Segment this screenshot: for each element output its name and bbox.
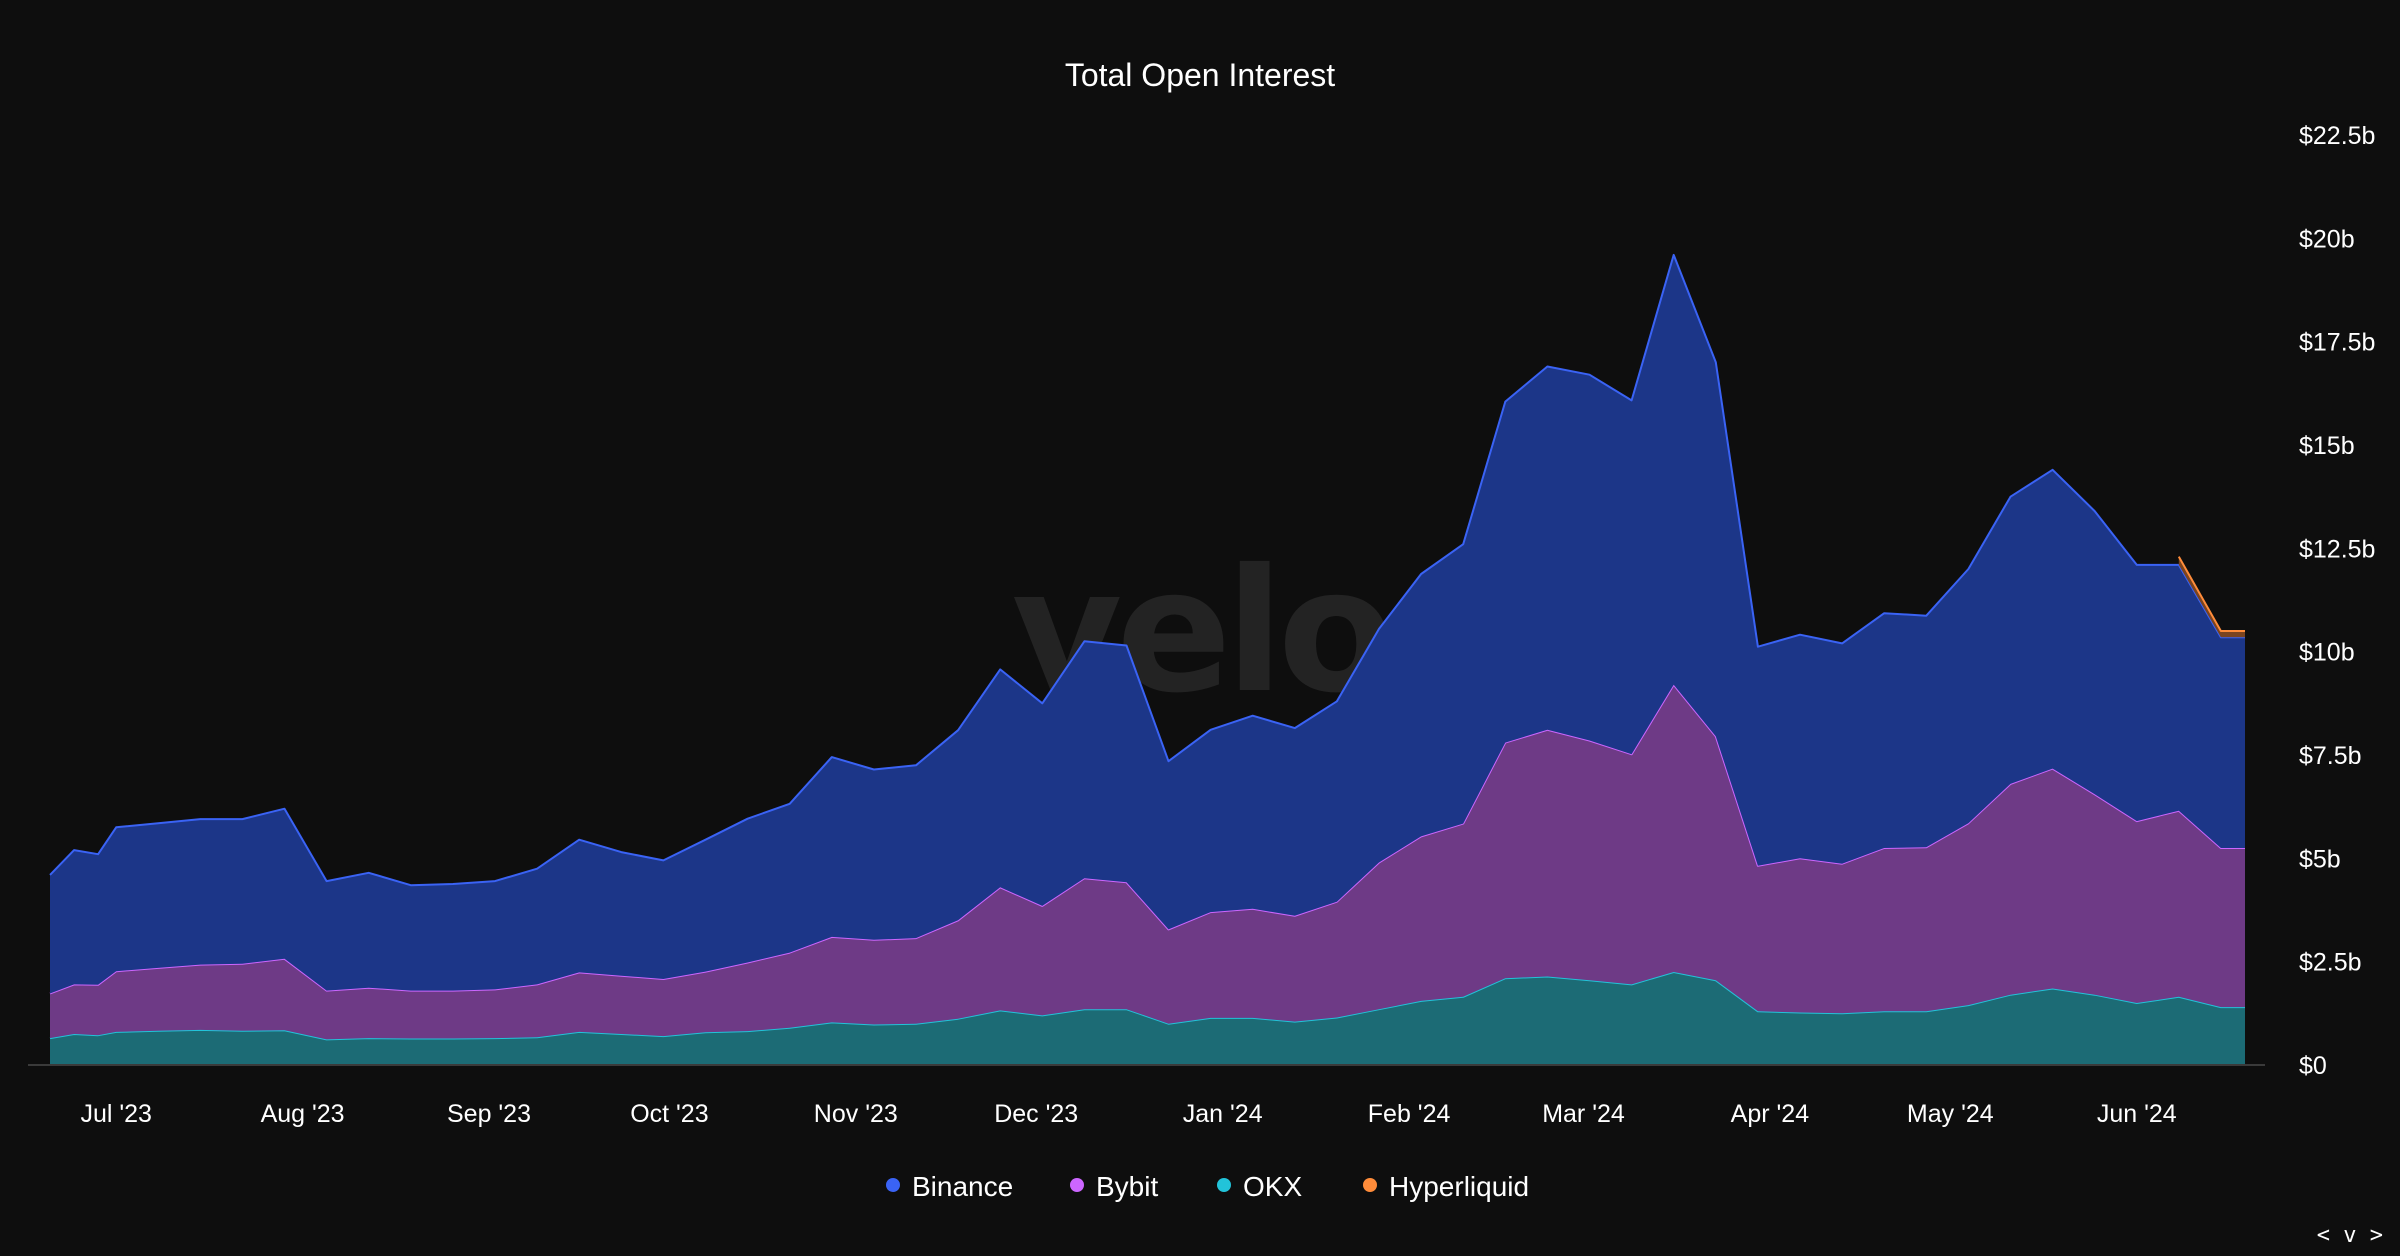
line-binance xyxy=(49,253,2245,887)
y-tick-label: $10b xyxy=(2299,639,2355,667)
y-tick-label: $7.5b xyxy=(2299,742,2362,770)
y-tick-label: $0 xyxy=(2299,1052,2327,1080)
x-axis-ticks: Jul '23 Aug '23 Sep '23 Oct '23 Nov '23 Dec '… xyxy=(80,1100,2176,1128)
x-tick-label: May '24 xyxy=(1907,1100,1994,1128)
legend-item-okx[interactable]: OKX xyxy=(1217,1171,1302,1202)
x-tick-label: Jan '24 xyxy=(1183,1100,1263,1128)
x-tick-label: Mar '24 xyxy=(1542,1100,1625,1128)
y-axis-ticks: $0 $2.5b $5b $7.5b $10b $12.5b $15b $17.5b $20b $… xyxy=(2299,122,2375,1080)
legend-label: Bybit xyxy=(1096,1171,1158,1202)
legend-label: OKX xyxy=(1243,1171,1302,1202)
legend-item-hyperliquid[interactable]: Hyperliquid xyxy=(1363,1171,1529,1202)
area-hyperliquid xyxy=(2178,556,2245,638)
legend-item-bybit[interactable]: Bybit xyxy=(1070,1171,1158,1202)
y-tick-label: $12.5b xyxy=(2299,535,2375,563)
line-hyperliquid xyxy=(2177,556,2245,632)
chart-nav-control[interactable]: < v > xyxy=(2317,1223,2383,1248)
x-tick-label: Jun '24 xyxy=(2097,1100,2177,1128)
legend-item-binance[interactable]: Binance xyxy=(886,1171,1013,1202)
x-tick-label: Feb '24 xyxy=(1368,1100,1451,1128)
x-tick-label: Sep '23 xyxy=(447,1100,531,1128)
legend-swatch xyxy=(1070,1178,1084,1192)
legend: Binance Bybit OKX Hyperliquid xyxy=(886,1171,1529,1202)
chart-title: Total Open Interest xyxy=(1065,57,1335,93)
legend-label: Binance xyxy=(912,1171,1013,1202)
y-tick-label: $15b xyxy=(2299,432,2355,460)
legend-swatch xyxy=(886,1178,900,1192)
area-okx xyxy=(50,972,2245,1065)
x-tick-label: Oct '23 xyxy=(630,1100,708,1128)
legend-swatch xyxy=(1217,1178,1231,1192)
y-tick-label: $17.5b xyxy=(2299,329,2375,357)
y-tick-label: $5b xyxy=(2299,845,2341,873)
y-tick-label: $2.5b xyxy=(2299,949,2362,977)
area-binance xyxy=(50,254,2245,994)
legend-swatch xyxy=(1363,1178,1377,1192)
x-tick-label: Aug '23 xyxy=(261,1100,345,1128)
x-tick-label: Dec '23 xyxy=(994,1100,1078,1128)
x-tick-label: Nov '23 xyxy=(814,1100,898,1128)
x-tick-label: Jul '23 xyxy=(80,1100,151,1128)
legend-label: Hyperliquid xyxy=(1389,1171,1529,1202)
area-bybit xyxy=(50,684,2245,1040)
y-tick-label: $22.5b xyxy=(2299,122,2375,150)
stacked-area-layer xyxy=(49,253,2245,1065)
x-tick-label: Apr '24 xyxy=(1731,1100,1810,1128)
y-tick-label: $20b xyxy=(2299,225,2355,253)
